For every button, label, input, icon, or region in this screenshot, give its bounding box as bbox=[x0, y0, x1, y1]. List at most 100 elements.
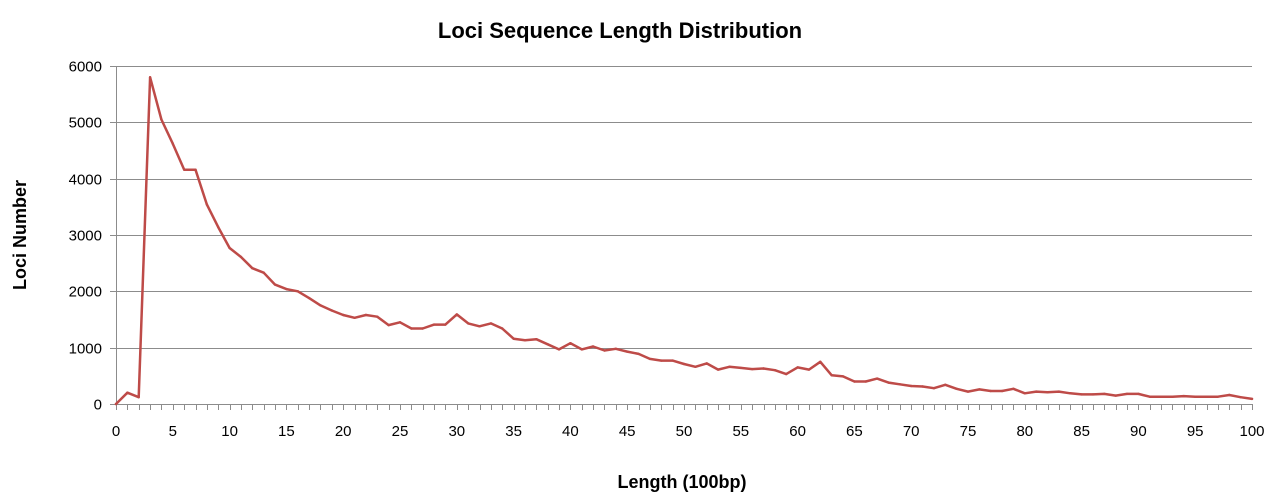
data-point bbox=[1239, 396, 1242, 399]
data-point bbox=[1114, 394, 1117, 397]
data-point bbox=[853, 380, 856, 383]
data-point bbox=[330, 309, 333, 312]
data-point bbox=[716, 368, 720, 371]
data-point bbox=[1182, 394, 1186, 398]
y-tick-label: 4000 bbox=[69, 172, 102, 189]
data-point bbox=[1250, 397, 1254, 401]
axis-layer bbox=[110, 66, 1253, 410]
data-point bbox=[989, 389, 992, 393]
data-point bbox=[1148, 395, 1152, 398]
x-tick-label: 65 bbox=[846, 423, 863, 440]
x-tick-label: 15 bbox=[278, 423, 295, 440]
x-tick-label: 95 bbox=[1187, 423, 1204, 440]
data-point bbox=[1205, 395, 1208, 398]
data-point bbox=[1023, 392, 1026, 395]
data-point bbox=[705, 362, 708, 365]
data-point bbox=[648, 357, 652, 361]
data-point bbox=[342, 313, 345, 317]
data-point bbox=[194, 168, 197, 171]
data-point bbox=[921, 385, 924, 388]
x-tick-label: 35 bbox=[505, 423, 522, 440]
data-point bbox=[137, 396, 140, 399]
data-point bbox=[376, 315, 379, 318]
y-tick-labels: 0 1000 2000 3000 4000 5000 6000 bbox=[69, 59, 102, 414]
data-point bbox=[875, 377, 879, 380]
x-tick-label: 40 bbox=[562, 423, 579, 440]
chart-title: Loci Sequence Length Distribution bbox=[438, 18, 802, 43]
data-point bbox=[205, 203, 209, 206]
data-point bbox=[751, 367, 754, 371]
data-point bbox=[148, 76, 152, 79]
data-point bbox=[1000, 389, 1004, 393]
x-tick-label: 45 bbox=[619, 423, 636, 440]
series-layer bbox=[114, 76, 1254, 406]
data-point bbox=[535, 338, 538, 341]
data-point bbox=[171, 142, 174, 145]
data-point bbox=[217, 225, 220, 229]
y-tick-label: 0 bbox=[94, 397, 102, 414]
data-point bbox=[421, 327, 424, 330]
x-tick-label: 25 bbox=[392, 423, 409, 440]
data-point bbox=[1171, 395, 1174, 398]
y-tick-label: 1000 bbox=[69, 341, 102, 358]
data-point bbox=[1194, 395, 1197, 398]
data-point bbox=[523, 339, 527, 342]
data-point bbox=[1137, 392, 1140, 396]
data-point bbox=[978, 388, 981, 391]
data-point bbox=[478, 325, 481, 328]
data-point bbox=[841, 375, 845, 378]
data-point bbox=[1216, 395, 1220, 398]
data-point bbox=[387, 323, 390, 327]
data-point bbox=[1080, 393, 1083, 396]
data-point bbox=[807, 368, 811, 371]
data-point bbox=[1012, 387, 1015, 390]
data-point bbox=[353, 316, 356, 319]
y-tick-label: 6000 bbox=[69, 59, 102, 76]
data-point bbox=[591, 345, 595, 348]
series-line bbox=[114, 76, 1254, 406]
x-tick-label: 85 bbox=[1073, 423, 1090, 440]
data-point bbox=[432, 323, 436, 326]
data-point bbox=[932, 387, 936, 390]
data-point bbox=[944, 383, 947, 386]
data-point bbox=[183, 168, 186, 171]
data-point bbox=[728, 365, 731, 368]
x-tick-label: 70 bbox=[903, 423, 920, 440]
data-point bbox=[796, 366, 799, 369]
y-tick-label: 3000 bbox=[69, 228, 102, 245]
data-point bbox=[410, 327, 413, 330]
data-point bbox=[1069, 392, 1072, 395]
data-point bbox=[626, 350, 629, 353]
data-point bbox=[785, 372, 788, 376]
x-tick-label: 90 bbox=[1130, 423, 1147, 440]
data-point bbox=[228, 246, 231, 250]
data-point bbox=[512, 337, 515, 340]
data-point bbox=[160, 118, 163, 121]
data-point bbox=[114, 402, 118, 406]
data-point bbox=[126, 391, 129, 394]
data-point bbox=[262, 271, 265, 274]
data-point bbox=[1057, 390, 1061, 393]
data-point bbox=[239, 255, 243, 259]
data-point bbox=[910, 384, 913, 388]
data-point bbox=[773, 369, 777, 372]
data-point bbox=[671, 359, 674, 362]
data-point bbox=[864, 380, 867, 383]
data-point bbox=[557, 348, 561, 351]
data-point bbox=[739, 366, 742, 370]
data-point bbox=[364, 313, 368, 317]
data-point bbox=[1125, 392, 1129, 396]
data-point bbox=[1046, 391, 1049, 394]
data-point bbox=[285, 287, 288, 291]
x-tick-label: 0 bbox=[112, 423, 120, 440]
y-tick-label: 5000 bbox=[69, 115, 102, 132]
data-point bbox=[830, 374, 833, 377]
x-tick-labels: 0 5 10 15 20 25 30 35 40 45 50 55 60 65 70 75 80 85 90 95 10… bbox=[112, 423, 1265, 440]
data-point bbox=[546, 343, 549, 346]
data-point bbox=[694, 365, 697, 368]
data-point bbox=[1103, 392, 1106, 396]
x-tick-label: 75 bbox=[960, 423, 977, 440]
x-tick-label: 55 bbox=[732, 423, 749, 440]
data-point bbox=[307, 296, 311, 300]
